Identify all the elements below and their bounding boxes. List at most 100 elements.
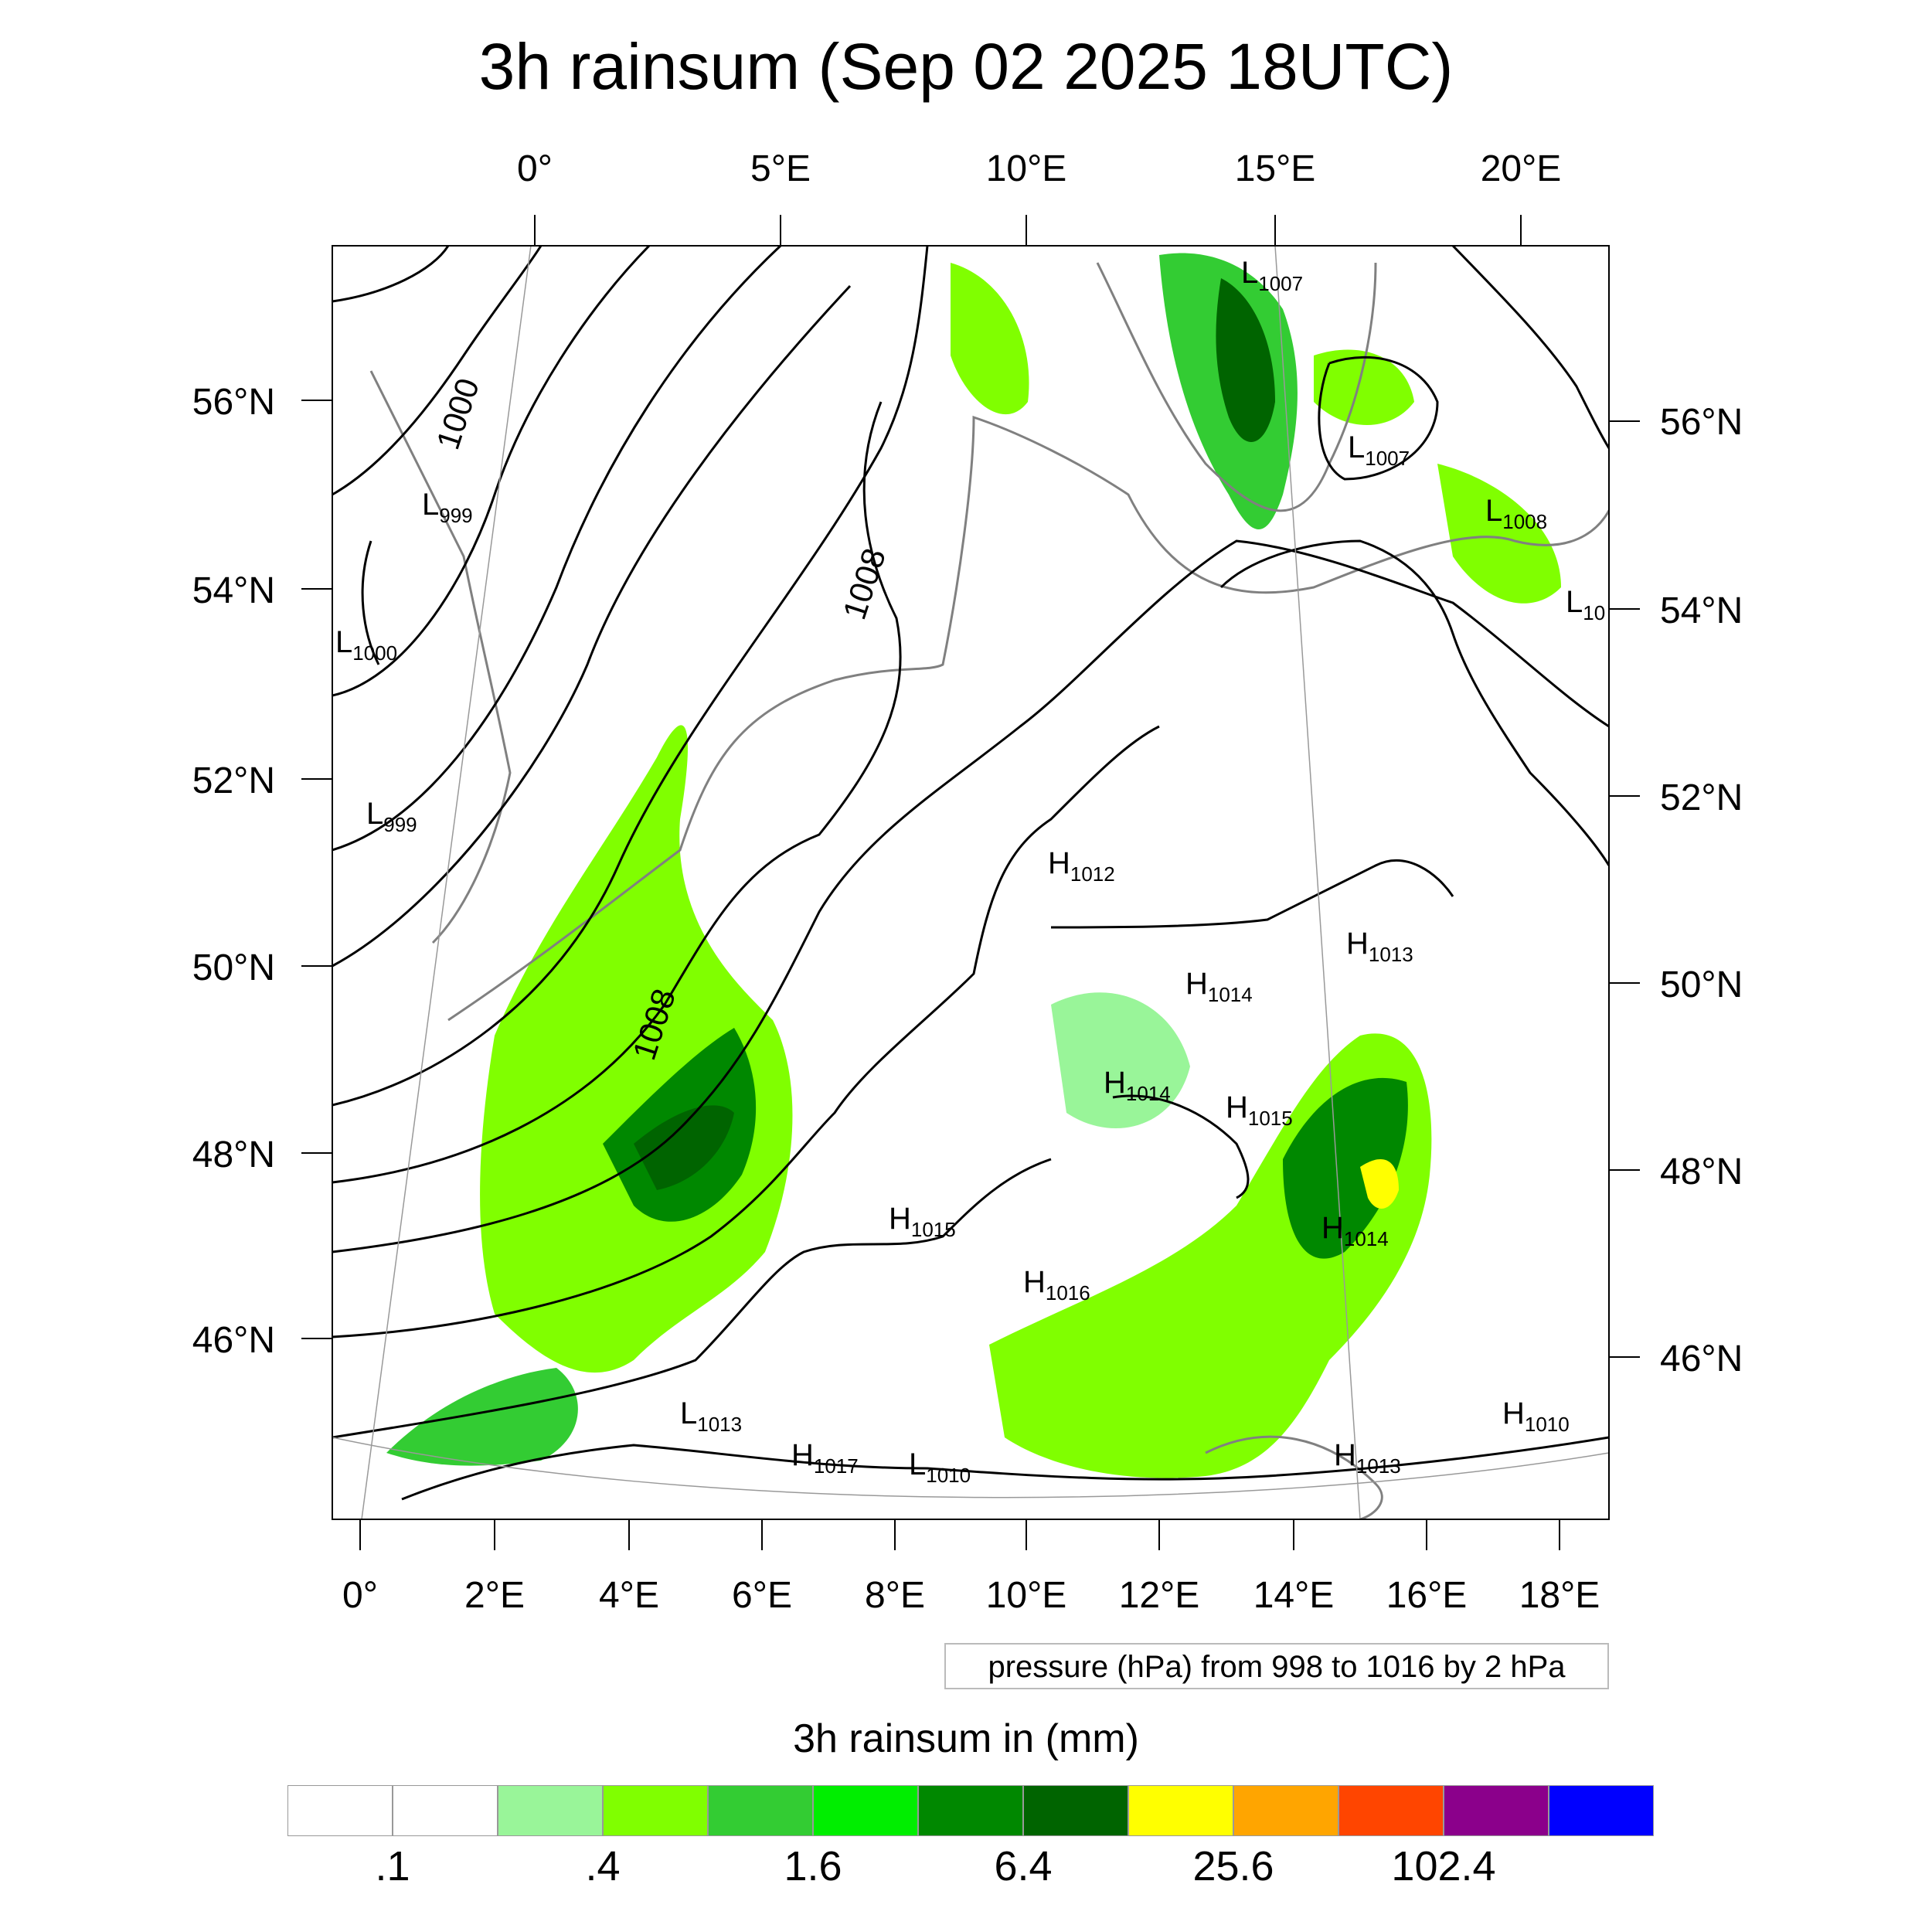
isobar-label: 1008: [835, 544, 893, 624]
bottom-lon-label: 0°: [342, 1575, 378, 1616]
isobar-line: [332, 246, 782, 852]
coastline-adriatic: [1205, 1435, 1383, 1519]
colorbar-cell: [1444, 1785, 1549, 1836]
rain-area-alps-peak: [1360, 1159, 1399, 1209]
isobar-line: [1318, 355, 1439, 481]
coastline-scandinavia: [1096, 262, 1377, 512]
bottom-lon-label: 4°E: [599, 1575, 659, 1616]
left-lat-label: 52°N: [192, 760, 275, 801]
bottom-lon-label: 12°E: [1119, 1575, 1200, 1616]
map-frame: [332, 245, 1610, 1520]
isobars: [332, 246, 1609, 1501]
pressure-label: H1014: [1185, 967, 1253, 1006]
pressure-label: H1015: [889, 1202, 956, 1241]
rain-area-sweden-core: [1216, 278, 1275, 443]
colorbar-cell: [1549, 1785, 1654, 1836]
isobar-line: [332, 284, 852, 968]
coastlines: [369, 262, 1609, 1519]
isobar-label: 1000: [429, 374, 486, 454]
colorbar-label: 25.6: [1192, 1843, 1274, 1889]
right-lat-label: 50°N: [1660, 964, 1743, 1005]
pressure-label: L1013: [680, 1396, 742, 1436]
colorbar-cell: [708, 1785, 813, 1836]
right-lat-label: 54°N: [1660, 590, 1743, 631]
top-lon-label: 10°E: [986, 148, 1067, 189]
colorbar-cell: [1128, 1785, 1233, 1836]
pressure-label: L10: [1566, 585, 1605, 624]
isobar-line: [361, 540, 380, 665]
isobar-line: [332, 401, 902, 1184]
right-lat-labels: 56°N 54°N 52°N 50°N 48°N 46°N: [1660, 402, 1743, 1379]
pressure-label: L999: [422, 488, 473, 527]
isobar-line: [332, 246, 450, 303]
right-lat-label: 52°N: [1660, 777, 1743, 818]
rain-area-baltic: [1314, 349, 1414, 425]
colorbar-label: .4: [585, 1843, 621, 1889]
left-lat-labels: 56°N 54°N 52°N 50°N 48°N 46°N: [192, 382, 275, 1361]
pressure-labels: L1007 L1007 L1008 L10 L999 L1000 L999 H1…: [335, 256, 1605, 1487]
pressure-label: H1012: [1048, 846, 1115, 886]
graticule: [332, 246, 1609, 1519]
parallel-45n: [332, 1437, 1609, 1498]
left-lat-label: 54°N: [192, 570, 275, 611]
bottom-lon-label: 18°E: [1519, 1575, 1600, 1616]
coastline-britain: [369, 370, 512, 944]
pressure-label: L1010: [909, 1447, 971, 1487]
bottom-lon-label: 14°E: [1253, 1575, 1335, 1616]
coastline-continent: [447, 415, 1609, 1022]
colorbar-label: 102.4: [1391, 1843, 1496, 1889]
rain-area-west-core-dark: [634, 1105, 734, 1190]
pressure-label: L1000: [335, 625, 397, 665]
pressure-label: L1007: [1348, 430, 1410, 470]
pressure-label: H1014: [1321, 1211, 1389, 1250]
top-lon-label: 0°: [517, 148, 553, 189]
isobar-line: [332, 1158, 1052, 1439]
left-lat-label: 50°N: [192, 947, 275, 988]
colorbar-title: 3h rainsum in (mm): [793, 1716, 1139, 1761]
bottom-lon-label: 10°E: [986, 1575, 1067, 1616]
pressure-label: L999: [366, 797, 417, 836]
isobar-line: [401, 1436, 1609, 1501]
pressure-label: L1008: [1485, 494, 1547, 533]
rain-area-denmark: [951, 263, 1029, 415]
bottom-lon-label: 6°E: [732, 1575, 792, 1616]
colorbar-label: 6.4: [994, 1843, 1053, 1889]
isobar-line: [1451, 246, 1609, 449]
bottom-lon-labels: 0° 2°E 4°E 6°E 8°E 10°E 12°E 14°E 16°E 1…: [342, 1575, 1600, 1616]
pressure-label: H1014: [1104, 1066, 1171, 1105]
meridian-15e: [1274, 246, 1361, 1519]
rain-area-alps-core: [1283, 1077, 1408, 1259]
left-lat-label: 48°N: [192, 1134, 275, 1175]
right-lat-label: 48°N: [1660, 1151, 1743, 1192]
colorbar-cell: [287, 1785, 393, 1836]
right-lat-label: 56°N: [1660, 402, 1743, 443]
map-title: 3h rainsum (Sep 02 2025 18UTC): [478, 30, 1454, 103]
colorbar-cell: [1338, 1785, 1444, 1836]
rain-area-central: [1051, 992, 1190, 1128]
colorbar: [287, 1785, 1654, 1836]
meridian-0: [361, 246, 532, 1519]
pressure-label: H1017: [791, 1438, 859, 1478]
colorbar-cell: [1233, 1785, 1338, 1836]
colorbar-label: 1.6: [784, 1843, 842, 1889]
pressure-label: L1007: [1241, 256, 1303, 295]
isobar-line: [332, 246, 929, 1107]
colorbar-cell: [498, 1785, 603, 1836]
right-lat-label: 46°N: [1660, 1338, 1743, 1379]
colorbar-cell: [918, 1785, 1023, 1836]
isobar-line: [332, 246, 543, 496]
isobar-line: [1112, 1094, 1250, 1199]
isobar-line: [1219, 539, 1609, 866]
pressure-label: H1013: [1346, 927, 1413, 966]
rain-area-poland: [1437, 464, 1561, 604]
bottom-lon-label: 2°E: [464, 1575, 525, 1616]
pressure-label: H1010: [1502, 1396, 1570, 1436]
colorbar-label: .1: [375, 1843, 410, 1889]
top-lon-labels: 0° 5°E 10°E 15°E 20°E: [517, 148, 1561, 189]
top-lon-label: 20°E: [1481, 148, 1562, 189]
colorbar-cell: [603, 1785, 708, 1836]
pressure-label: H1015: [1226, 1090, 1293, 1130]
bottom-lon-label: 8°E: [865, 1575, 925, 1616]
colorbar-cell: [393, 1785, 498, 1836]
